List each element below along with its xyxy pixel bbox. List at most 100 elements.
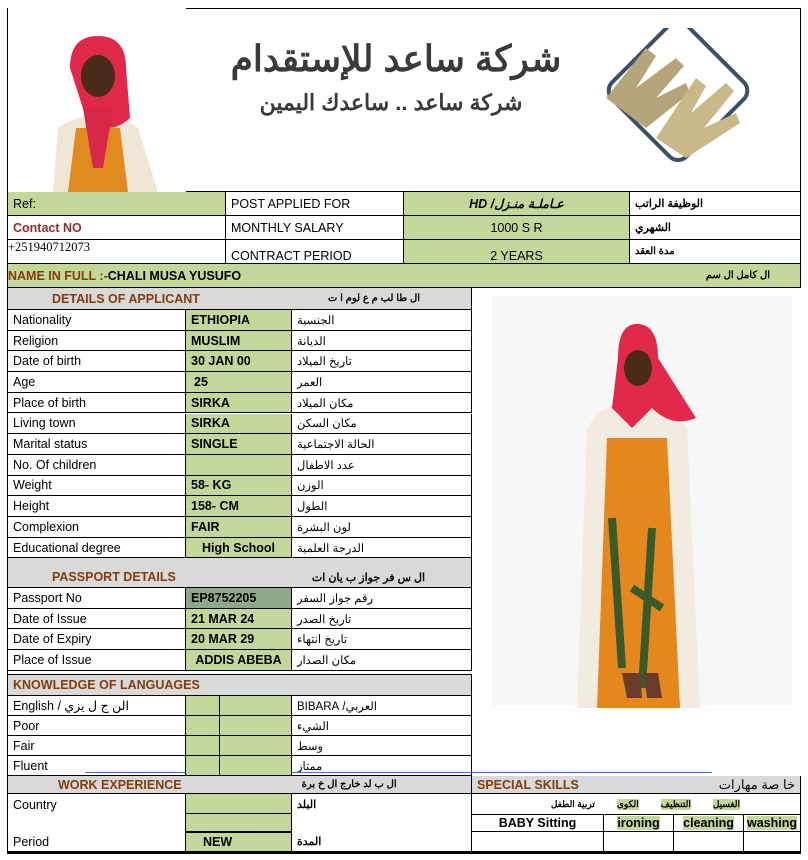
skill-ar-cleaning: التنظيف (660, 798, 691, 810)
table-row: Date of birth 30 JAN 00 تاريخ الميلاد (8, 351, 472, 373)
salary-label: MONTHLY SALARY (226, 216, 404, 240)
skill-ar-washing: الغسيل (712, 798, 740, 810)
details-label-ar: الطول (292, 496, 472, 517)
table-row: Height 158- CM الطول (8, 496, 472, 517)
hands-logo-icon (606, 28, 750, 162)
passport-label: Passport No (8, 588, 186, 609)
table-row: Age 25 العمر (8, 372, 472, 393)
skill-label: BABY Sitting (498, 816, 577, 830)
ref-label: Ref: (8, 192, 226, 216)
language-label-ar: وسط (292, 736, 472, 756)
country-value-2 (186, 814, 292, 832)
language-level-cell (186, 716, 220, 736)
details-label: Date of birth (8, 351, 186, 373)
details-label: Height (8, 496, 186, 517)
company-name: شركة ساعد للإستقدام (230, 38, 562, 79)
details-label: Living town (8, 413, 186, 435)
skills-ar-row: الغسيل التنظيف الكوى تربية الطفل (472, 794, 801, 814)
details-label-ar: الدرجة العلمية (292, 537, 472, 559)
skills-title-ar: خا صة مهارات (718, 776, 795, 792)
details-label: No. Of children (8, 454, 186, 476)
details-label-ar: عدد الاطفال (292, 454, 472, 476)
details-label-ar: تاريخ الميلاد (292, 351, 472, 373)
skill-label: ironing (617, 816, 660, 830)
details-label: Marital status (8, 434, 186, 455)
language-label: Fair (8, 736, 186, 756)
country-label-ar: البلد (292, 794, 472, 832)
details-label: Educational degree (8, 537, 186, 559)
table-row: Weight 58- KG الوزن (8, 475, 472, 497)
details-label: Place of birth (8, 392, 186, 414)
skill-1: ironing (604, 814, 674, 832)
details-label-ar: الوزن (292, 475, 472, 497)
contract-label-ar: مدة العقد (630, 240, 801, 264)
passport-value: 20 MAR 29 (186, 629, 292, 651)
skill-check-cell (674, 832, 744, 852)
skills-header: SPECIAL SKILLS خا صة مهارات (472, 776, 801, 794)
passport-label-ar: تاريخ الصدر (292, 608, 472, 630)
table-row: Date of Issue 21 MAR 24 تاريخ الصدر (8, 608, 472, 630)
language-level-cell (220, 716, 292, 736)
details-value: SIRKA (186, 392, 292, 414)
language-level-cell (220, 696, 292, 716)
details-title-ar: ال طا لب م ع لوم ا ت (327, 293, 421, 304)
language-label: Poor (8, 716, 186, 736)
divider (8, 852, 801, 853)
table-row: Place of Issue ADDIS ABEBA مكان الصدار (8, 650, 472, 671)
table-row: Passport No EP8752205 رقم جواز السفر (8, 588, 472, 609)
skill-check-cell (472, 832, 604, 852)
language-label: English / الن ج ل يزي (8, 696, 186, 716)
skill-ar-ironing: الكوى (616, 798, 639, 810)
full-name-value: CHALI MUSA YUSUFO (107, 268, 242, 283)
details-value: ETHIOPIA (186, 310, 292, 331)
post-value: عـاملـة منـزل/ HD (404, 192, 630, 216)
details-value: MUSLIM (186, 330, 292, 352)
passport-value: ADDIS ABEBA (186, 650, 292, 671)
salary-value: 1000 S R (404, 216, 630, 240)
details-value: SINGLE (186, 434, 292, 455)
skill-0: BABY Sitting (472, 814, 604, 832)
details-label: Age (8, 372, 186, 393)
contact-value: +251940712073 (8, 240, 226, 264)
passport-label: Date of Expiry (8, 629, 186, 651)
passport-title-ar: ال س فر جواز ب يان ات (311, 572, 426, 584)
post-label: POST APPLIED FOR (226, 192, 404, 216)
period-label: Period (8, 832, 186, 852)
post-label-ar: الوظيفة الراتب (630, 192, 801, 216)
table-row: Educational degree High School الدرجة العل… (8, 537, 472, 559)
details-label-ar: الحالة الاجتماعية (292, 434, 472, 455)
language-level-cell (186, 736, 220, 756)
skill-label: cleaning (683, 816, 734, 830)
skill-2: cleaning (674, 814, 744, 832)
table-row: Nationality ETHIOPIA الجنسية (8, 310, 472, 331)
full-name-label-ar: ال كامل ال سم (705, 270, 770, 281)
details-label-ar: لون البشرة (292, 517, 472, 538)
details-value: SIRKA (186, 413, 292, 435)
details-value: 25 (186, 372, 292, 393)
table-row: Marital status SINGLE الحالة الاجتماعية (8, 434, 472, 455)
details-value (186, 454, 292, 476)
details-label: Complexion (8, 517, 186, 538)
details-value: 158- CM (186, 496, 292, 517)
full-name-label: NAME IN FULL :- (8, 268, 108, 283)
full-name-row: NAME IN FULL :- CHALI MUSA YUSUFO ال كامل… (8, 264, 801, 288)
passport-value: 21 MAR 24 (186, 608, 292, 630)
salary-label-ar: الشهري (630, 216, 801, 240)
skill-check-cell (744, 832, 801, 852)
company-logo-banner: شركة ساعد للإستقدام شركة ساعد .. ساعدك ا… (186, 8, 801, 192)
details-value: FAIR (186, 517, 292, 538)
table-row: Religion MUSLIM الديانة (8, 330, 472, 352)
details-value: 30 JAN 00 (186, 351, 292, 373)
languages-title: KNOWLEDGE OF LANGUAGES (13, 678, 200, 692)
period-label-ar: المدة (292, 832, 472, 852)
languages-header: KNOWLEDGE OF LANGUAGES (8, 674, 472, 696)
details-label-ar: الديانة (292, 330, 472, 352)
table-row: No. Of children عدد الاطفال (8, 454, 472, 476)
skill-3: washing (744, 814, 801, 832)
work-title: WORK EXPERIENCE (58, 777, 182, 792)
details-label-ar: الجنسية (292, 310, 472, 331)
skills-title: SPECIAL SKILLS (477, 777, 579, 792)
language-label: Fluent (8, 756, 186, 776)
table-row: Date of Expiry 20 MAR 29 تاريخ انتهاء (8, 629, 472, 651)
table-row: Fair وسط (8, 736, 472, 756)
